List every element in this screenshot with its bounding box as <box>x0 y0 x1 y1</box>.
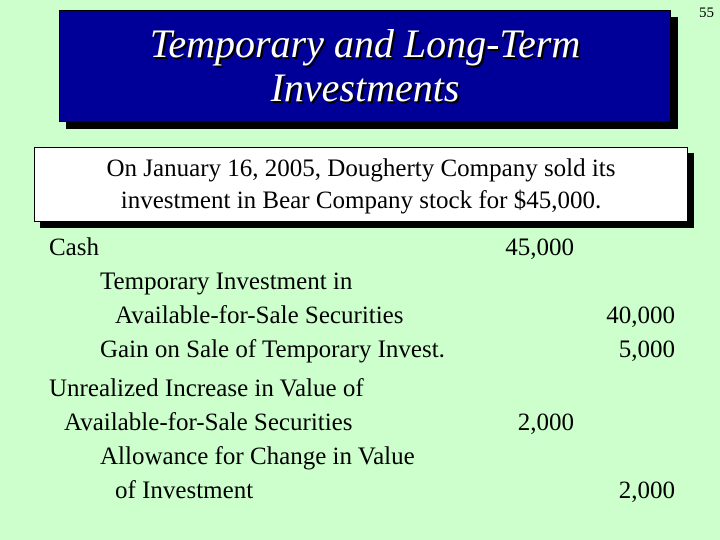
journal-account: Allowance for Change in Value <box>100 443 415 470</box>
journal-account: Unrealized Increase in Value of <box>49 375 364 402</box>
journal-account: Cash <box>49 234 99 261</box>
transaction-callout: On January 16, 2005, Dougherty Company s… <box>34 147 688 222</box>
journal-account: Available-for-Sale Securities <box>115 302 404 329</box>
journal-credit: 5,000 <box>618 336 675 363</box>
page-number: 55 <box>699 5 714 21</box>
slide-title-line-2: Investments <box>270 65 460 110</box>
journal-credit: 2,000 <box>618 477 675 504</box>
journal-account: Gain on Sale of Temporary Invest. <box>100 336 445 363</box>
journal-debit: 2,000 <box>517 409 574 436</box>
callout-line-1: On January 16, 2005, Dougherty Company s… <box>106 154 616 182</box>
journal-credit: 40,000 <box>606 302 675 329</box>
journal-account: of Investment <box>115 477 254 504</box>
title-box: Temporary and Long-Term Investments <box>59 10 671 122</box>
journal-account: Temporary Investment in <box>100 268 353 295</box>
journal-account: Available-for-Sale Securities <box>64 409 353 436</box>
slide-title-line-1: Temporary and Long-Term <box>149 21 581 66</box>
journal-debit: 45,000 <box>505 234 574 261</box>
callout-line-2: investment in Bear Company stock for $45… <box>120 186 602 214</box>
